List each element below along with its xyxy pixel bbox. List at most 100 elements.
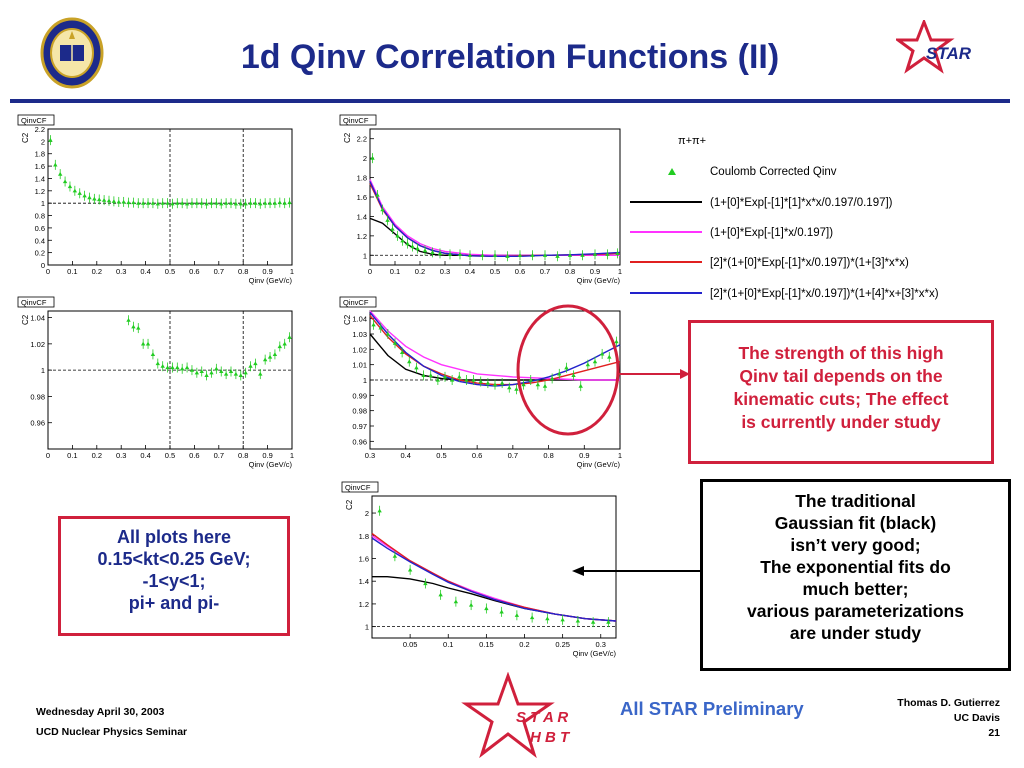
y-tick-label: 1.2 bbox=[359, 600, 369, 609]
y-tick-label: 1 bbox=[41, 199, 45, 208]
x-tick-label: 0.9 bbox=[590, 267, 600, 276]
footer-author-block: Thomas D. Gutierrez UC Davis 21 bbox=[897, 696, 1000, 741]
highlight-circle bbox=[516, 304, 620, 436]
x-tick-label: 0.6 bbox=[515, 267, 525, 276]
data-point bbox=[567, 253, 573, 257]
data-point bbox=[136, 200, 141, 205]
data-point bbox=[415, 246, 420, 251]
legend-entry-1: (1+[0]*Exp[-[1]*[1]*x*x/0.197/0.197]) bbox=[710, 197, 893, 209]
x-tick-label: 0.8 bbox=[238, 451, 248, 460]
data-point bbox=[209, 370, 214, 375]
x-tick-label: 0.1 bbox=[67, 451, 77, 460]
data-point bbox=[535, 382, 541, 387]
data-point bbox=[599, 351, 605, 356]
data-point bbox=[471, 377, 476, 382]
x-tick-label: 0.9 bbox=[579, 451, 589, 460]
fit-curve-exp-lin-quad bbox=[371, 537, 617, 622]
data-point bbox=[116, 199, 121, 204]
data-point bbox=[155, 201, 160, 206]
callout-black-line: The exponential fits do bbox=[760, 557, 951, 577]
data-point bbox=[87, 195, 92, 200]
y-tick-label: 1.01 bbox=[352, 361, 367, 370]
y-tick-label: 1.04 bbox=[30, 314, 45, 323]
data-point bbox=[62, 179, 68, 184]
preliminary-label: All STAR Preliminary bbox=[620, 698, 804, 719]
x-tick-label: 1 bbox=[290, 451, 294, 460]
data-point bbox=[233, 371, 239, 376]
x-tick-label: 0.8 bbox=[238, 267, 248, 276]
x-tick-label: 0.8 bbox=[543, 451, 553, 460]
data-point bbox=[214, 366, 219, 371]
plot-xlabel: Qinv (GeV/c) bbox=[573, 649, 617, 658]
data-point bbox=[380, 207, 385, 212]
y-tick-label: 1.8 bbox=[357, 174, 367, 183]
data-point bbox=[423, 581, 428, 586]
data-point bbox=[371, 322, 376, 327]
data-point bbox=[199, 200, 204, 205]
x-tick-label: 0.4 bbox=[465, 267, 475, 276]
plot-ylabel: C2 bbox=[343, 314, 352, 325]
callout-cuts: All plots here 0.15<kt<0.25 GeV; -1<y<1;… bbox=[58, 516, 290, 636]
footer-seminar: UCD Nuclear Physics Seminar bbox=[36, 726, 188, 738]
y-tick-label: 2.2 bbox=[35, 125, 45, 134]
data-point bbox=[442, 374, 448, 379]
callout-black-line: various parameterizations bbox=[747, 601, 964, 621]
y-tick-label: 0.96 bbox=[30, 419, 45, 428]
data-point bbox=[277, 200, 282, 205]
plot-qinv-low: QinvCF C2 0.05 0.1 0.15 0.2 0.25 0.3 1 1.2 1.4 1.6 1… bbox=[341, 481, 617, 658]
data-point bbox=[514, 613, 520, 617]
data-point bbox=[53, 162, 58, 167]
data-point bbox=[555, 254, 560, 258]
data-point bbox=[437, 251, 443, 255]
data-point bbox=[377, 508, 382, 513]
legend-entry-0: Coulomb Corrected Qinv bbox=[710, 166, 837, 178]
data-point bbox=[170, 365, 175, 370]
data-point bbox=[238, 373, 243, 377]
data-point bbox=[492, 253, 498, 257]
data-point bbox=[189, 367, 195, 372]
plot-ylabel: C2 bbox=[345, 499, 354, 510]
data-point bbox=[140, 341, 146, 346]
x-tick-label: 0.5 bbox=[436, 451, 446, 460]
data-point bbox=[267, 200, 273, 205]
data-point bbox=[277, 344, 282, 349]
x-tick-label: 0 bbox=[46, 451, 50, 460]
x-tick-label: 0.15 bbox=[479, 640, 494, 649]
plot-ylabel: C2 bbox=[343, 132, 352, 143]
data-point bbox=[521, 382, 526, 387]
data-point bbox=[385, 218, 390, 222]
x-tick-label: 0.4 bbox=[140, 267, 150, 276]
x-tick-label: 0.05 bbox=[403, 640, 418, 649]
x-tick-label: 0.9 bbox=[262, 267, 272, 276]
y-tick-label: 2 bbox=[363, 154, 367, 163]
data-point bbox=[175, 200, 180, 205]
y-tick-label: 1.6 bbox=[35, 162, 45, 171]
data-point bbox=[160, 200, 165, 205]
data-point bbox=[282, 200, 287, 205]
data-point bbox=[399, 350, 405, 354]
star-logo: STAR bbox=[896, 20, 972, 74]
data-point bbox=[575, 618, 581, 623]
data-point bbox=[484, 606, 489, 611]
x-tick-label: 0.7 bbox=[508, 451, 518, 460]
data-point bbox=[370, 155, 375, 160]
data-point bbox=[155, 361, 160, 366]
plot-qinv-fits: QinvCF C2 0 0.1 0.2 0.3 0.4 0.5 0.6 0.7 0.8 0.9 1 1 1.… bbox=[339, 114, 622, 285]
data-point bbox=[131, 200, 136, 205]
data-point bbox=[480, 253, 485, 257]
data-point bbox=[180, 366, 185, 371]
x-tick-label: 0.3 bbox=[116, 451, 126, 460]
x-tick-label: 1 bbox=[618, 451, 622, 460]
data-point bbox=[272, 352, 278, 356]
footer-author: Thomas D. Gutierrez bbox=[897, 697, 1000, 709]
data-point bbox=[395, 233, 400, 238]
fit-curve-exp-lin-quad bbox=[369, 181, 621, 258]
x-tick-label: 0.6 bbox=[189, 451, 199, 460]
callout-black-line: are under study bbox=[789, 623, 922, 643]
callout-left-line: -1<y<1; bbox=[142, 571, 206, 591]
data-point bbox=[457, 252, 463, 256]
data-point bbox=[238, 201, 243, 206]
data-point bbox=[219, 369, 224, 374]
black-arrowhead-icon bbox=[572, 566, 584, 576]
y-tick-label: 0.2 bbox=[35, 249, 45, 258]
